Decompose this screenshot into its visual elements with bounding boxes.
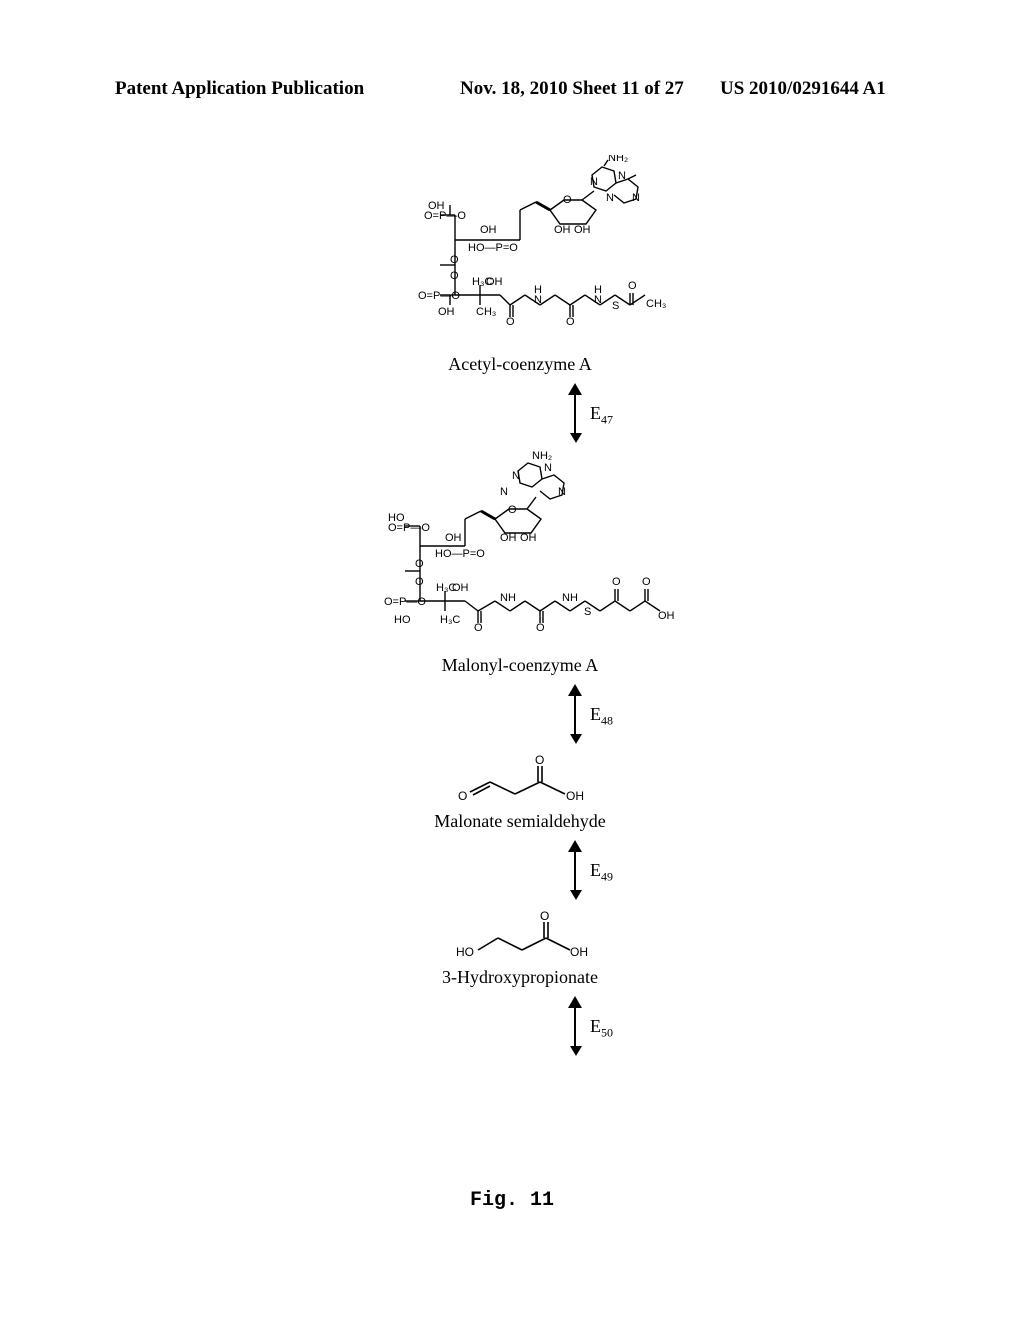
- structure-acetyl-coa: NH₂ NN NN O OHOH OH O=P—O OH HO—P=O O O …: [350, 155, 690, 350]
- figure-caption: Fig. 11: [0, 1189, 1024, 1212]
- svg-text:HO: HO: [456, 945, 474, 959]
- svg-text:S: S: [584, 606, 591, 618]
- svg-text:O: O: [474, 622, 483, 634]
- svg-text:O: O: [536, 622, 545, 634]
- svg-text:CH₃: CH₃: [646, 298, 666, 310]
- svg-text:O: O: [566, 316, 575, 328]
- header-publication: Patent Application Publication: [115, 78, 364, 100]
- svg-text:NH₂: NH₂: [532, 451, 552, 462]
- svg-text:OH: OH: [480, 224, 497, 236]
- reaction-arrow-3: E49: [540, 838, 620, 902]
- structure-3-hydroxypropionate: HO O OH: [440, 908, 600, 963]
- svg-text:O: O: [508, 504, 517, 516]
- label-acetyl-coa: Acetyl-coenzyme A: [280, 354, 760, 375]
- svg-text:OH: OH: [452, 582, 469, 594]
- svg-text:N: N: [534, 294, 542, 306]
- svg-text:N: N: [590, 176, 598, 188]
- svg-text:O: O: [612, 576, 621, 588]
- svg-text:N: N: [618, 170, 626, 182]
- svg-text:O: O: [458, 789, 467, 803]
- svg-text:OH: OH: [520, 532, 537, 544]
- svg-text:O=P—O: O=P—O: [418, 290, 460, 302]
- structure-malonate-semialdehyde: O O OH: [440, 752, 600, 807]
- svg-text:O: O: [506, 316, 515, 328]
- svg-text:OH: OH: [554, 224, 571, 236]
- svg-text:O=P—O: O=P—O: [388, 522, 430, 534]
- svg-text:O: O: [642, 576, 651, 588]
- svg-text:N: N: [512, 470, 520, 482]
- svg-text:N: N: [632, 192, 640, 204]
- label-malonate-semialdehyde: Malonate semialdehyde: [280, 811, 760, 832]
- svg-text:O=P—O: O=P—O: [424, 210, 466, 222]
- svg-text:S: S: [612, 300, 619, 312]
- svg-text:O: O: [535, 753, 544, 767]
- svg-text:NH₂: NH₂: [608, 155, 628, 164]
- svg-text:HO—P=O: HO—P=O: [468, 242, 518, 254]
- svg-text:HO—P=O: HO—P=O: [435, 548, 485, 560]
- label-3-hydroxypropionate: 3-Hydroxypropionate: [280, 967, 760, 988]
- header-date-sheet: Nov. 18, 2010 Sheet 11 of 27: [460, 78, 684, 100]
- svg-text:O=P—O: O=P—O: [384, 596, 426, 608]
- svg-text:OH: OH: [658, 610, 675, 622]
- svg-text:O: O: [628, 280, 637, 292]
- svg-text:N: N: [594, 294, 602, 306]
- enzyme-label-50: E50: [590, 1016, 613, 1041]
- svg-text:OH: OH: [574, 224, 591, 236]
- svg-text:H₃C: H₃C: [440, 614, 460, 626]
- svg-text:O: O: [450, 254, 459, 266]
- enzyme-label-49: E49: [590, 860, 613, 885]
- svg-text:O: O: [415, 576, 424, 588]
- structure-malonyl-coa: NH₂ NN NN O OHOH HO O=P—O OH HO—P=O O O …: [340, 451, 700, 651]
- enzyme-label-47: E47: [590, 403, 613, 428]
- svg-text:HO: HO: [394, 614, 411, 626]
- header-pub-number: US 2010/0291644 A1: [720, 78, 886, 100]
- svg-text:NH: NH: [562, 592, 578, 604]
- svg-text:CH₃: CH₃: [476, 306, 496, 318]
- svg-text:O: O: [415, 558, 424, 570]
- reaction-pathway: NH₂ NN NN O OHOH OH O=P—O OH HO—P=O O O …: [280, 155, 760, 1064]
- svg-text:O: O: [450, 270, 459, 282]
- svg-text:O: O: [540, 909, 549, 923]
- svg-text:OH: OH: [438, 306, 455, 318]
- svg-text:OH: OH: [500, 532, 517, 544]
- enzyme-label-48: E48: [590, 704, 613, 729]
- label-malonyl-coa: Malonyl-coenzyme A: [280, 655, 760, 676]
- reaction-arrow-2: E48: [540, 682, 620, 746]
- svg-text:NH: NH: [500, 592, 516, 604]
- svg-text:N: N: [544, 462, 552, 474]
- svg-text:OH: OH: [445, 532, 462, 544]
- svg-text:O: O: [563, 194, 572, 206]
- reaction-arrow-1: E47: [540, 381, 620, 445]
- svg-text:OH: OH: [570, 945, 588, 959]
- svg-text:OH: OH: [566, 789, 584, 803]
- svg-text:N: N: [500, 486, 508, 498]
- svg-text:OH: OH: [486, 276, 503, 288]
- svg-text:N: N: [558, 486, 566, 498]
- reaction-arrow-4: E50: [540, 994, 620, 1058]
- svg-text:N: N: [606, 192, 614, 204]
